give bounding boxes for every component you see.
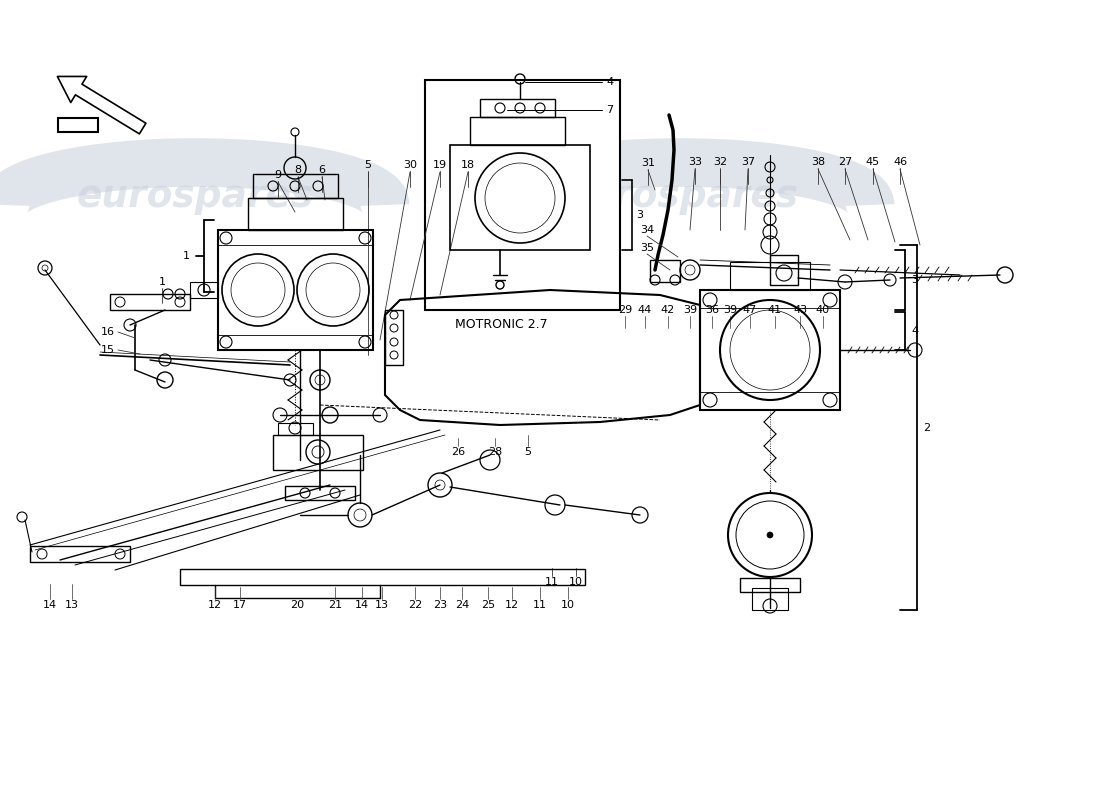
Bar (770, 255, 798, 285)
Text: 28: 28 (488, 447, 502, 457)
Bar (752, 588, 788, 610)
Bar (190, 282, 218, 298)
Text: 31: 31 (641, 158, 654, 168)
Text: eurospares: eurospares (561, 179, 799, 215)
Bar (470, 117, 565, 145)
Text: 14: 14 (43, 600, 57, 610)
Bar (110, 294, 190, 310)
Text: eurospares: eurospares (76, 179, 314, 215)
Bar (650, 260, 680, 282)
Bar (700, 290, 840, 410)
Bar (30, 546, 130, 562)
Text: 10: 10 (569, 577, 583, 587)
Text: 7: 7 (606, 105, 614, 115)
Text: 23: 23 (433, 600, 447, 610)
Text: 46: 46 (893, 157, 907, 167)
Bar (385, 310, 403, 365)
Text: 15: 15 (101, 345, 116, 355)
Text: 18: 18 (461, 160, 475, 170)
Text: 26: 26 (451, 447, 465, 457)
Circle shape (767, 532, 773, 538)
Bar (285, 486, 355, 500)
Bar (425, 80, 620, 310)
Bar (273, 435, 363, 470)
Text: 33: 33 (688, 157, 702, 167)
Bar (450, 145, 590, 250)
Text: 39: 39 (723, 305, 737, 315)
Text: 16: 16 (101, 327, 116, 337)
Text: 3: 3 (912, 275, 918, 285)
Bar (180, 569, 585, 585)
Text: 37: 37 (741, 157, 755, 167)
Text: 9: 9 (274, 170, 282, 180)
Bar (740, 578, 800, 592)
Bar (480, 99, 556, 117)
Text: 38: 38 (811, 157, 825, 167)
Text: 12: 12 (208, 600, 222, 610)
Text: 21: 21 (328, 600, 342, 610)
Text: 3: 3 (637, 210, 644, 220)
Text: 10: 10 (561, 600, 575, 610)
Text: 41: 41 (768, 305, 782, 315)
Text: 1: 1 (183, 251, 189, 261)
Text: 19: 19 (433, 160, 447, 170)
Text: 20: 20 (290, 600, 304, 610)
Text: 17: 17 (233, 600, 248, 610)
Text: 4: 4 (912, 326, 918, 336)
Text: 32: 32 (713, 157, 727, 167)
Text: 13: 13 (65, 600, 79, 610)
Bar (253, 174, 338, 198)
Text: 22: 22 (408, 600, 422, 610)
Text: 36: 36 (705, 305, 719, 315)
Text: 14: 14 (355, 600, 370, 610)
Text: 6: 6 (319, 165, 326, 175)
Text: 13: 13 (375, 600, 389, 610)
Text: 34: 34 (640, 225, 654, 235)
Bar (278, 423, 314, 435)
Text: 5: 5 (525, 447, 531, 457)
Text: 42: 42 (661, 305, 675, 315)
Bar (730, 262, 810, 290)
Text: 39: 39 (683, 305, 697, 315)
Text: 1: 1 (158, 277, 165, 287)
Text: 11: 11 (544, 577, 559, 587)
Bar (248, 198, 343, 230)
Circle shape (728, 493, 812, 577)
Bar (58, 118, 98, 132)
Text: 30: 30 (403, 160, 417, 170)
Text: 25: 25 (481, 600, 495, 610)
Text: 27: 27 (838, 157, 853, 167)
Text: 24: 24 (455, 600, 469, 610)
Bar (218, 230, 373, 350)
Text: 29: 29 (618, 305, 632, 315)
Text: 40: 40 (816, 305, 831, 315)
Text: 8: 8 (295, 165, 301, 175)
Text: 44: 44 (638, 305, 652, 315)
Text: 2: 2 (923, 423, 931, 433)
Text: 4: 4 (606, 77, 614, 87)
Text: 45: 45 (866, 157, 880, 167)
Text: 35: 35 (640, 243, 654, 253)
Text: 11: 11 (534, 600, 547, 610)
Text: 43: 43 (793, 305, 807, 315)
Text: 5: 5 (364, 160, 372, 170)
Text: 47: 47 (742, 305, 757, 315)
Text: 12: 12 (505, 600, 519, 610)
Text: MOTRONIC 2.7: MOTRONIC 2.7 (455, 318, 548, 331)
